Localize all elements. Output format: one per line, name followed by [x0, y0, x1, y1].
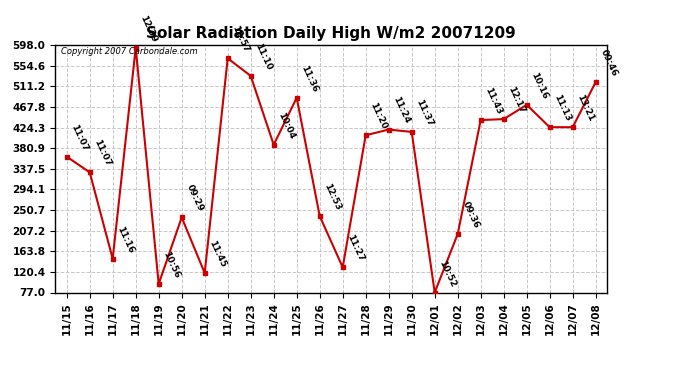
Text: 12:57: 12:57 — [230, 24, 250, 54]
Text: 09:29: 09:29 — [184, 183, 205, 213]
Text: 11:43: 11:43 — [484, 86, 504, 116]
Text: 11:10: 11:10 — [253, 42, 274, 72]
Text: 10:16: 10:16 — [529, 71, 550, 101]
Text: 11:45: 11:45 — [208, 239, 228, 269]
Text: 12:17: 12:17 — [506, 85, 526, 115]
Text: 09:46: 09:46 — [598, 48, 619, 78]
Text: 11:24: 11:24 — [391, 96, 412, 125]
Text: 11:20: 11:20 — [368, 102, 388, 131]
Text: 11:16: 11:16 — [115, 225, 136, 255]
Text: 10:56: 10:56 — [161, 250, 181, 280]
Text: 13:21: 13:21 — [575, 93, 595, 123]
Text: 09:36: 09:36 — [460, 200, 481, 230]
Text: 10:52: 10:52 — [437, 259, 457, 288]
Text: 11:07: 11:07 — [92, 138, 112, 168]
Text: 10:04: 10:04 — [277, 111, 297, 141]
Text: 11:27: 11:27 — [346, 233, 366, 263]
Text: 11:13: 11:13 — [553, 93, 573, 123]
Text: 11:07: 11:07 — [70, 123, 90, 153]
Text: 11:37: 11:37 — [415, 98, 435, 128]
Title: Solar Radiation Daily High W/m2 20071209: Solar Radiation Daily High W/m2 20071209 — [146, 26, 516, 41]
Text: 12:39: 12:39 — [139, 14, 159, 44]
Text: 11:36: 11:36 — [299, 64, 319, 94]
Text: Copyright 2007 Carbondale.com: Copyright 2007 Carbondale.com — [61, 48, 197, 57]
Text: 12:53: 12:53 — [322, 182, 343, 212]
